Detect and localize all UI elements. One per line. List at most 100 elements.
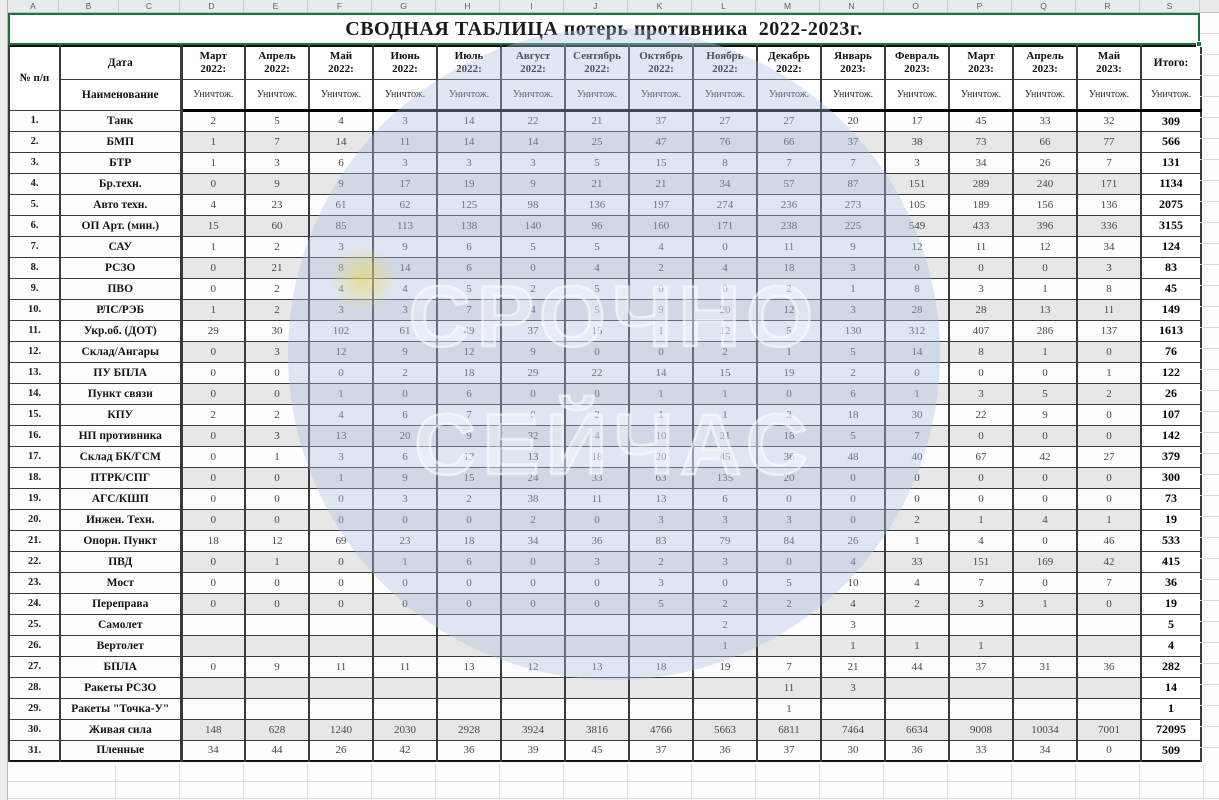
value-cell-r4-c12[interactable]: 151	[884, 172, 950, 195]
value-cell-r12-c2[interactable]: 3	[244, 340, 310, 363]
value-cell-r16-c3[interactable]: 13	[308, 424, 374, 447]
value-cell-r6-c12[interactable]: 549	[884, 214, 950, 237]
column-letter-B[interactable]: B	[59, 0, 119, 13]
value-cell-r29-c5[interactable]	[436, 697, 502, 720]
value-cell-r6-c4[interactable]: 113	[372, 214, 438, 237]
value-cell-r9-c4[interactable]: 4	[372, 277, 438, 300]
value-cell-r8-c2[interactable]: 21	[244, 256, 310, 279]
value-cell-r27-c12[interactable]: 44	[884, 655, 950, 678]
value-cell-r2-c2[interactable]: 7	[244, 130, 310, 153]
value-cell-r17-c12[interactable]: 40	[884, 445, 950, 468]
value-cell-r31-c1[interactable]: 34	[180, 739, 246, 762]
value-cell-r6-c6[interactable]: 140	[500, 214, 566, 237]
row-label-cell[interactable]: ПТРК/СПГ	[59, 466, 183, 489]
value-cell-r3-c10[interactable]: 7	[756, 151, 822, 174]
value-cell-r21-c14[interactable]: 0	[1012, 529, 1078, 552]
value-cell-r29-c3[interactable]	[308, 697, 374, 720]
total-cell[interactable]: 509	[1140, 739, 1202, 762]
value-cell-r16-c13[interactable]: 0	[948, 424, 1014, 447]
row-label-cell[interactable]: Самолет	[59, 613, 183, 636]
value-cell-r10-c14[interactable]: 13	[1012, 298, 1078, 321]
value-cell-r1-c4[interactable]: 3	[372, 109, 438, 132]
value-cell-r20-c3[interactable]: 0	[308, 508, 374, 531]
value-cell-r24-c6[interactable]: 0	[500, 592, 566, 615]
row-label-cell[interactable]: БМП	[59, 130, 183, 153]
value-cell-r28-c12[interactable]	[884, 676, 950, 699]
value-cell-r10-c8[interactable]: 9	[628, 298, 694, 321]
value-cell-r2-c1[interactable]: 1	[180, 130, 246, 153]
value-cell-r13-c7[interactable]: 22	[564, 361, 630, 384]
column-letter-K[interactable]: K	[628, 0, 692, 13]
month-header-6[interactable]: Сентябрь 2022:	[564, 45, 630, 80]
value-cell-r18-c15[interactable]: 0	[1076, 466, 1142, 489]
value-cell-r8-c10[interactable]: 18	[756, 256, 822, 279]
value-cell-r17-c13[interactable]: 67	[948, 445, 1014, 468]
value-cell-r14-c11[interactable]: 6	[820, 382, 886, 405]
value-cell-r29-c13[interactable]	[948, 697, 1014, 720]
value-cell-r15-c5[interactable]: 7	[436, 403, 502, 426]
value-cell-r27-c10[interactable]: 7	[756, 655, 822, 678]
destroyed-subheader-9[interactable]: Уничтож.	[756, 78, 822, 112]
value-cell-r12-c7[interactable]: 0	[564, 340, 630, 363]
value-cell-r5-c13[interactable]: 189	[948, 193, 1014, 216]
value-cell-r25-c13[interactable]	[948, 613, 1014, 636]
value-cell-r12-c8[interactable]: 0	[628, 340, 694, 363]
value-cell-r15-c14[interactable]: 9	[1012, 403, 1078, 426]
value-cell-r18-c13[interactable]: 0	[948, 466, 1014, 489]
total-cell[interactable]: 107	[1140, 403, 1202, 426]
value-cell-r2-c12[interactable]: 38	[884, 130, 950, 153]
value-cell-r8-c14[interactable]: 0	[1012, 256, 1078, 279]
value-cell-r7-c6[interactable]: 5	[500, 235, 566, 258]
value-cell-r15-c6[interactable]: 0	[500, 403, 566, 426]
total-cell[interactable]: 533	[1140, 529, 1202, 552]
selection-fill-handle[interactable]	[1196, 41, 1202, 47]
value-cell-r22-c5[interactable]: 6	[436, 550, 502, 573]
value-cell-r5-c9[interactable]: 274	[692, 193, 758, 216]
value-cell-r14-c14[interactable]: 5	[1012, 382, 1078, 405]
value-cell-r19-c8[interactable]: 13	[628, 487, 694, 510]
total-cell[interactable]: 131	[1140, 151, 1202, 174]
value-cell-r22-c7[interactable]: 3	[564, 550, 630, 573]
value-cell-r22-c2[interactable]: 1	[244, 550, 310, 573]
destroyed-subheader-12[interactable]: Уничтож.	[948, 78, 1014, 112]
value-cell-r17-c15[interactable]: 27	[1076, 445, 1142, 468]
total-cell[interactable]: 1613	[1140, 319, 1202, 342]
column-letter-F[interactable]: F	[308, 0, 372, 13]
value-cell-r13-c9[interactable]: 15	[692, 361, 758, 384]
value-cell-r9-c1[interactable]: 0	[180, 277, 246, 300]
value-cell-r7-c2[interactable]: 2	[244, 235, 310, 258]
row-num-cell[interactable]: 26.	[8, 634, 61, 657]
value-cell-r12-c13[interactable]: 8	[948, 340, 1014, 363]
value-cell-r24-c13[interactable]: 3	[948, 592, 1014, 615]
row-num-cell[interactable]: 20.	[8, 508, 61, 531]
column-letter-H[interactable]: H	[436, 0, 500, 13]
value-cell-r29-c12[interactable]	[884, 697, 950, 720]
value-cell-r8-c5[interactable]: 6	[436, 256, 502, 279]
value-cell-r29-c14[interactable]	[1012, 697, 1078, 720]
value-cell-r29-c8[interactable]	[628, 697, 694, 720]
header-name[interactable]: Наименование	[59, 78, 183, 111]
value-cell-r9-c12[interactable]: 8	[884, 277, 950, 300]
row-label-cell[interactable]: Инжен. Техн.	[59, 508, 183, 531]
value-cell-r10-c6[interactable]: 4	[500, 298, 566, 321]
value-cell-r17-c14[interactable]: 42	[1012, 445, 1078, 468]
value-cell-r23-c1[interactable]: 0	[180, 571, 246, 594]
value-cell-r12-c14[interactable]: 1	[1012, 340, 1078, 363]
value-cell-r25-c7[interactable]	[564, 613, 630, 636]
value-cell-r5-c14[interactable]: 156	[1012, 193, 1078, 216]
value-cell-r10-c3[interactable]: 3	[308, 298, 374, 321]
value-cell-r8-c7[interactable]: 4	[564, 256, 630, 279]
total-cell[interactable]: 1	[1140, 697, 1202, 720]
value-cell-r29-c1[interactable]	[180, 697, 246, 720]
value-cell-r16-c15[interactable]: 0	[1076, 424, 1142, 447]
value-cell-r1-c13[interactable]: 45	[948, 109, 1014, 132]
total-cell[interactable]: 83	[1140, 256, 1202, 279]
value-cell-r3-c14[interactable]: 26	[1012, 151, 1078, 174]
value-cell-r13-c5[interactable]: 18	[436, 361, 502, 384]
destroyed-subheader-1[interactable]: Уничтож.	[244, 78, 310, 112]
value-cell-r14-c8[interactable]: 1	[628, 382, 694, 405]
value-cell-r4-c7[interactable]: 21	[564, 172, 630, 195]
month-header-8[interactable]: Ноябрь 2022:	[692, 45, 758, 80]
value-cell-r23-c13[interactable]: 7	[948, 571, 1014, 594]
total-cell[interactable]: 379	[1140, 445, 1202, 468]
